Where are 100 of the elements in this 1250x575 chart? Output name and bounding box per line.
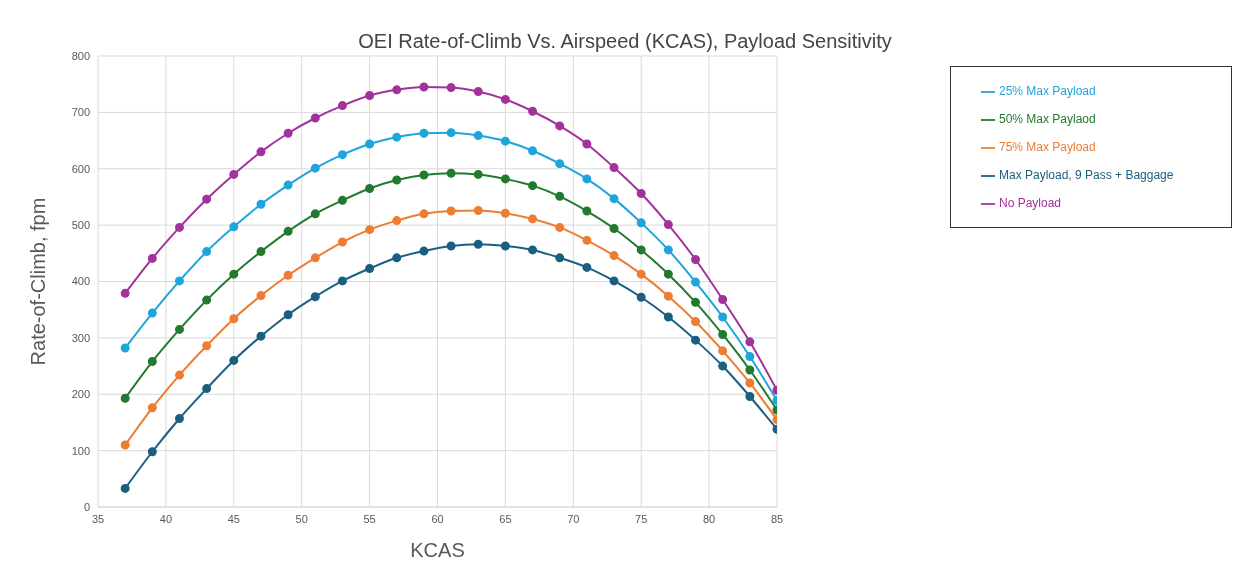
point bbox=[337, 195, 347, 205]
y-tick-label: 300 bbox=[71, 331, 90, 344]
point bbox=[202, 194, 212, 204]
point bbox=[392, 253, 402, 263]
point bbox=[174, 324, 184, 334]
point bbox=[609, 224, 619, 234]
point bbox=[582, 206, 592, 216]
point bbox=[419, 209, 429, 219]
point bbox=[120, 393, 130, 403]
point bbox=[500, 174, 510, 184]
legend-label: 50% Max Paylaod bbox=[999, 112, 1096, 126]
x-tick-label: 60 bbox=[431, 512, 444, 525]
y-axis-title: Rate-of-Climb, fpm bbox=[27, 197, 50, 366]
point bbox=[582, 262, 592, 272]
point bbox=[718, 361, 728, 371]
point bbox=[609, 163, 619, 173]
point bbox=[745, 378, 755, 388]
point bbox=[609, 194, 619, 204]
point bbox=[120, 483, 130, 493]
point bbox=[718, 346, 728, 356]
y-tick-label: 700 bbox=[71, 106, 90, 119]
point bbox=[473, 205, 483, 215]
point bbox=[500, 94, 510, 104]
point bbox=[555, 159, 565, 169]
chart-title: OEI Rate-of-Climb Vs. Airspeed (KCAS), Payload Sensitivity bbox=[358, 30, 892, 52]
point bbox=[365, 90, 375, 100]
legend-label: No Payload bbox=[999, 196, 1062, 210]
point bbox=[147, 403, 157, 413]
point bbox=[283, 226, 293, 236]
point bbox=[174, 370, 184, 380]
point bbox=[555, 222, 565, 232]
point bbox=[310, 253, 320, 263]
y-tick-label: 0 bbox=[83, 500, 90, 513]
point bbox=[528, 245, 538, 255]
x-tick-label: 35 bbox=[91, 512, 105, 525]
point bbox=[473, 87, 483, 97]
point bbox=[256, 147, 266, 157]
point bbox=[147, 253, 157, 263]
point bbox=[745, 337, 755, 347]
point bbox=[691, 277, 701, 287]
point bbox=[229, 355, 239, 365]
point bbox=[446, 128, 456, 138]
point bbox=[500, 208, 510, 218]
point bbox=[392, 85, 402, 95]
point bbox=[446, 168, 456, 178]
point bbox=[636, 218, 646, 228]
point bbox=[365, 139, 375, 149]
point bbox=[419, 246, 429, 256]
x-tick-label: 75 bbox=[635, 512, 648, 525]
legend-label: 25% Max Payload bbox=[999, 84, 1096, 98]
x-tick-label: 55 bbox=[363, 512, 376, 525]
x-tick-label: 50 bbox=[295, 512, 308, 525]
point bbox=[582, 235, 592, 245]
point bbox=[365, 225, 375, 235]
point bbox=[120, 343, 130, 353]
point bbox=[337, 276, 347, 286]
x-tick-label: 85 bbox=[770, 512, 784, 525]
x-tick-label: 80 bbox=[702, 512, 716, 525]
point bbox=[663, 312, 673, 322]
point bbox=[663, 291, 673, 301]
point bbox=[555, 191, 565, 201]
point bbox=[337, 101, 347, 111]
point bbox=[582, 139, 592, 149]
point bbox=[202, 384, 212, 394]
legend-label: Max Payload, 9 Pass + Baggage bbox=[999, 168, 1174, 182]
y-tick-label: 600 bbox=[71, 162, 90, 175]
point bbox=[528, 214, 538, 224]
point bbox=[473, 169, 483, 179]
x-tick-label: 65 bbox=[499, 512, 512, 525]
point bbox=[174, 276, 184, 286]
point bbox=[691, 255, 701, 265]
point bbox=[337, 237, 347, 247]
point bbox=[745, 351, 755, 361]
point bbox=[174, 222, 184, 232]
point bbox=[691, 335, 701, 345]
point bbox=[636, 245, 646, 255]
point bbox=[446, 241, 456, 251]
point bbox=[310, 163, 320, 173]
point bbox=[147, 308, 157, 318]
y-tick-label: 800 bbox=[71, 49, 90, 62]
point bbox=[718, 295, 728, 305]
x-tick-label: 70 bbox=[567, 512, 580, 525]
point bbox=[528, 106, 538, 116]
point bbox=[283, 180, 293, 190]
point bbox=[365, 264, 375, 274]
point bbox=[256, 199, 266, 209]
y-tick-label: 500 bbox=[71, 219, 90, 232]
point bbox=[528, 146, 538, 156]
x-tick-label: 40 bbox=[159, 512, 173, 525]
point bbox=[582, 174, 592, 184]
point bbox=[419, 170, 429, 180]
point bbox=[392, 132, 402, 142]
y-tick-label: 100 bbox=[71, 444, 90, 457]
point bbox=[528, 181, 538, 191]
point bbox=[392, 175, 402, 185]
y-tick-label: 200 bbox=[71, 388, 90, 401]
point bbox=[120, 288, 130, 298]
point bbox=[283, 128, 293, 138]
point bbox=[609, 251, 619, 261]
legend-label: 75% Max Payload bbox=[999, 140, 1096, 154]
